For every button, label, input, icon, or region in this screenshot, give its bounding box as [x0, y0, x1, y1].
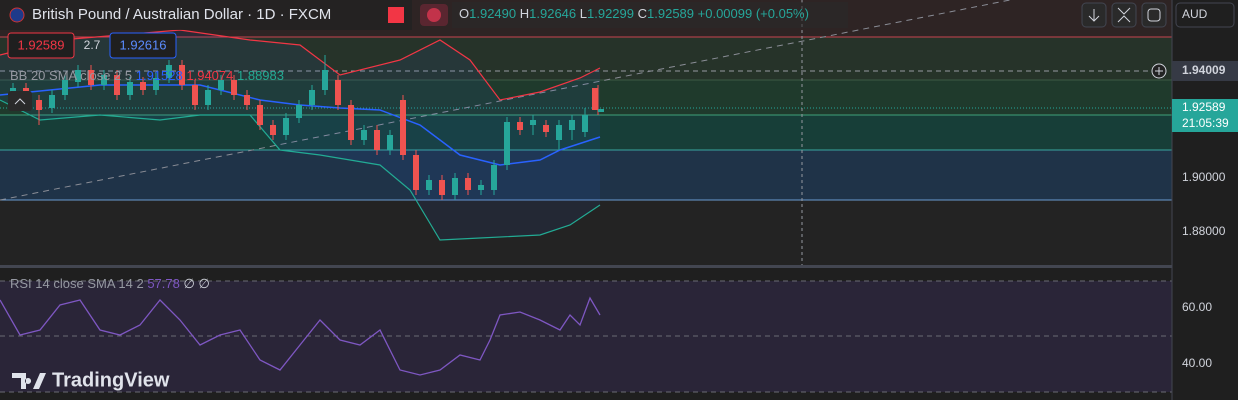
reset-icon	[1147, 8, 1161, 22]
symbol-icon	[9, 7, 25, 23]
countdown: 21:05:39	[1182, 116, 1229, 130]
bb-legend: BB 20 SMA close 2 5 1.91528 1.94074 1.88…	[10, 68, 284, 83]
ohlc-key: O	[459, 6, 469, 21]
brand-logo	[12, 373, 46, 389]
bb-value: 1.91528	[136, 68, 183, 83]
currency-button[interactable]	[1175, 2, 1235, 28]
ohlc-value: 1.92646	[529, 6, 576, 21]
ohlc: O1.92490 H1.92646 L1.92299 C1.92589 +0.0…	[459, 6, 809, 21]
bb-value: 1.94074	[186, 68, 233, 83]
status-icon	[427, 8, 441, 22]
spread: 2.7	[84, 38, 101, 52]
rsi-value: 57.78	[147, 276, 180, 291]
bb-label: BB 20 SMA close 2 5	[10, 68, 132, 83]
brand: TradingView	[52, 369, 170, 391]
price-label: 1.92589	[1182, 100, 1226, 114]
symbol-title: British Pound / Australian Dollar · 1D ·…	[32, 6, 331, 23]
buy-button[interactable]	[109, 32, 177, 59]
price-label: 1.88000	[1182, 224, 1226, 238]
sell-price: 1.92589	[18, 37, 65, 52]
header-bar	[0, 0, 412, 30]
ohlc-key: L	[580, 6, 587, 21]
change: +0.00099 (+0.05%)	[698, 6, 809, 21]
bb-lower	[0, 99, 601, 241]
collapse-button[interactable]	[1111, 2, 1137, 28]
rsi-label: 60.00	[1182, 300, 1212, 314]
price-label: 1.94009	[1182, 63, 1226, 77]
bb-basis	[0, 84, 601, 166]
target-zone	[0, 37, 1172, 80]
trend-line	[0, 0, 1011, 201]
last-price-bg	[1172, 99, 1238, 132]
collapse-icon	[1117, 7, 1131, 23]
stop-zone	[0, 150, 1172, 200]
rsi-legend: RSI 14 close SMA 14 2 57.78 ∅ ∅	[10, 276, 210, 291]
bb-fill	[0, 30, 600, 240]
ohlc-value: 1.92299	[587, 6, 634, 21]
arrow-icon	[1088, 9, 1100, 22]
legend-toggle[interactable]	[8, 91, 32, 111]
sell-button[interactable]	[7, 32, 75, 59]
ohlc-bar	[452, 2, 848, 28]
plus-icon	[1155, 67, 1163, 75]
price-axis	[1172, 0, 1238, 400]
rsi-label: 40.00	[1182, 356, 1212, 370]
ohlc-key: C	[638, 6, 647, 21]
currency: AUD	[1182, 7, 1208, 21]
ohlc-value: 1.92490	[469, 6, 516, 21]
flag[interactable]	[388, 7, 404, 23]
chevron-icon	[14, 98, 26, 105]
reset-button[interactable]	[1141, 2, 1167, 28]
rsi-value: ∅	[183, 276, 194, 291]
price-label: 1.90000	[1182, 170, 1226, 184]
rsi-label-text: RSI 14 close SMA 14 2	[10, 276, 144, 291]
rsi-value: ∅	[198, 276, 209, 291]
buy-price: 1.92616	[120, 37, 167, 52]
bb-value: 1.88983	[237, 68, 284, 83]
crosshair-label-bg	[1172, 61, 1238, 81]
rsi-line	[0, 296, 601, 376]
pane-separator	[0, 265, 1172, 268]
ohlc-key: H	[520, 6, 529, 21]
ohlc-value: 1.92589	[647, 6, 694, 21]
